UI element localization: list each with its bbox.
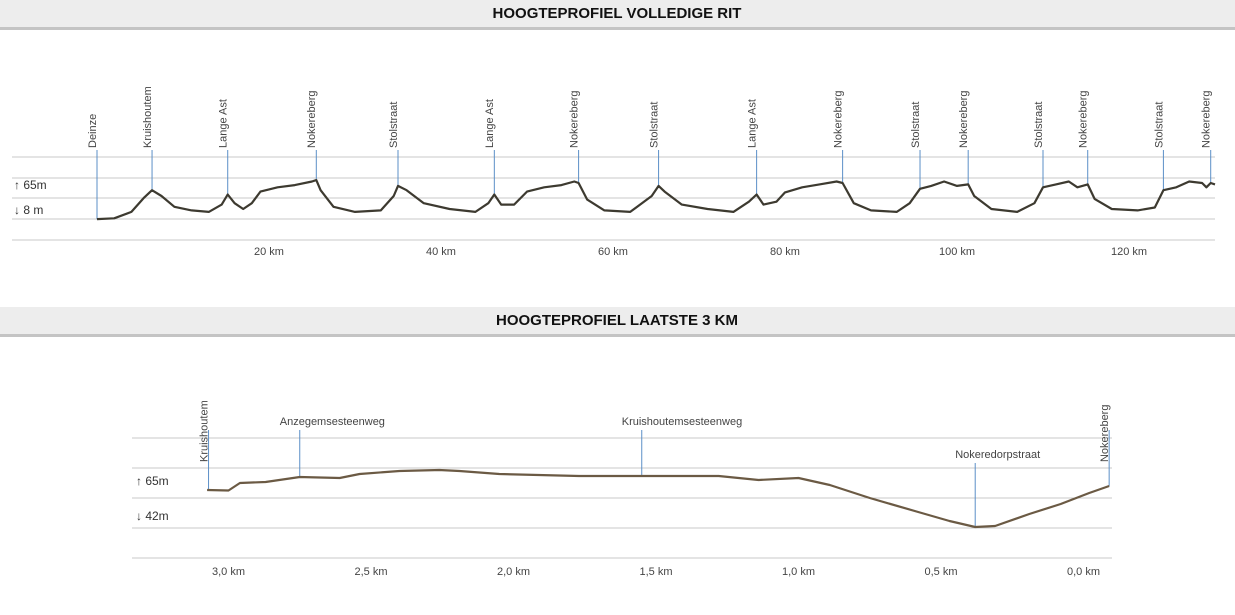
- x-tick-label: 80 km: [770, 246, 800, 258]
- chart-title: HOOGTEPROFIEL LAATSTE 3 KM: [496, 312, 738, 329]
- place-label: Lange Ast: [484, 99, 496, 148]
- annotation: ↓ 42m: [136, 509, 169, 523]
- chart-title: HOOGTEPROFIEL VOLLEDIGE RIT: [493, 5, 742, 22]
- header-rule: [0, 27, 1235, 30]
- annotation: ↓ 8 m: [14, 203, 43, 217]
- place-label: Nokereberg: [306, 91, 318, 148]
- place-label: Nokereberg: [1201, 91, 1213, 148]
- elevation-profile: [96, 179, 1216, 221]
- place-label: Nokereberg: [1078, 91, 1090, 148]
- x-tick-label: 1,0 km: [782, 566, 815, 578]
- place-label: Nokereberg: [833, 91, 845, 148]
- place-label: Nokeredorpstraat: [955, 449, 1040, 461]
- header-rule: [0, 334, 1235, 337]
- x-tick-label: 0,5 km: [924, 566, 957, 578]
- x-tick-label: 40 km: [426, 246, 456, 258]
- place-label: Kruishoutemsesteenweg: [622, 416, 742, 428]
- place-label: Anzegemsesteenweg: [280, 416, 385, 428]
- header-bar: [0, 0, 1235, 27]
- place-label: Stolstraat: [388, 102, 400, 148]
- annotation: ↑ 65m: [14, 178, 47, 192]
- elevation-profile: [207, 468, 1110, 529]
- x-tick-label: 3,0 km: [212, 566, 245, 578]
- x-tick-label: 100 km: [939, 246, 975, 258]
- x-tick-label: 2,5 km: [354, 566, 387, 578]
- place-label: Stolstraat: [1033, 102, 1045, 148]
- x-tick-label: 1,5 km: [639, 566, 672, 578]
- place-label: Kruishoutem: [198, 400, 210, 462]
- place-label: Lange Ast: [747, 99, 759, 148]
- x-tick-label: 120 km: [1111, 246, 1147, 258]
- place-label: Nokereberg: [569, 91, 581, 148]
- x-tick-label: 20 km: [254, 246, 284, 258]
- place-label: Nokereberg: [958, 91, 970, 148]
- place-label: Stolstraat: [1153, 102, 1165, 148]
- place-label: Stolstraat: [648, 102, 660, 148]
- place-label: Deinze: [87, 114, 99, 148]
- x-tick-label: 0,0 km: [1067, 566, 1100, 578]
- header-bar: [0, 307, 1235, 334]
- annotation: ↑ 65m: [136, 474, 169, 488]
- place-label: Nokereberg: [1099, 405, 1111, 462]
- place-label: Lange Ast: [218, 99, 230, 148]
- x-tick-label: 2,0 km: [497, 566, 530, 578]
- x-tick-label: 60 km: [598, 246, 628, 258]
- place-label: Stolstraat: [910, 102, 922, 148]
- place-label: Kruishoutem: [142, 86, 154, 148]
